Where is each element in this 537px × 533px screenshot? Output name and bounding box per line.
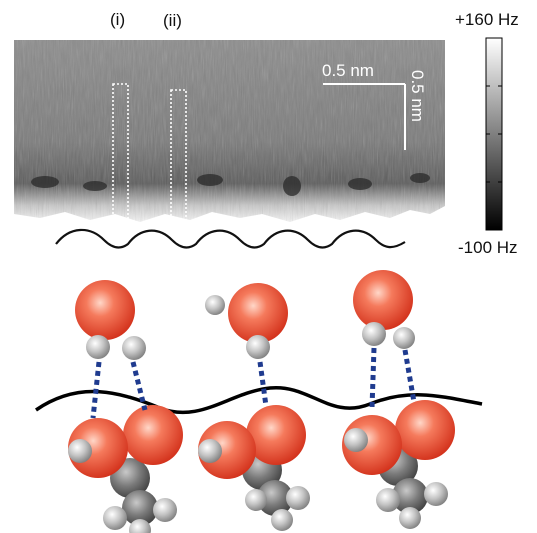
- surface-oxygen-atom: [123, 405, 183, 465]
- scale-bar: 0.5 nm 0.5 nm: [322, 61, 427, 150]
- alkyl-group-left: [103, 458, 177, 533]
- water-molecule-left: [75, 280, 146, 360]
- surface-hydrogen-atom: [68, 439, 92, 463]
- molecular-model: [35, 270, 483, 533]
- surface-oxygen-atom: [198, 421, 256, 479]
- surface-hydrogen-atom: [198, 439, 222, 463]
- label-ii: (ii): [163, 11, 182, 30]
- water-molecule-right: [353, 270, 415, 349]
- label-i: (i): [110, 10, 125, 29]
- colorbar: +160 Hz -100 Hz: [455, 10, 519, 257]
- colorbar-min-label: -100 Hz: [458, 238, 518, 257]
- water-alkyl-interface-line: [35, 386, 483, 415]
- hydrogen-bonds: [90, 347, 417, 419]
- surface-oxygen-atom: [246, 405, 306, 465]
- surface-hydrogen-atom: [344, 428, 368, 452]
- surface-profile-line: [55, 228, 406, 249]
- surface-oxygen-atom: [68, 418, 128, 478]
- surface-oxygen-atom: [395, 400, 455, 460]
- scale-bar-horizontal-label: 0.5 nm: [322, 61, 374, 80]
- afm-image: [14, 40, 445, 222]
- region-ii-box: [170, 89, 187, 231]
- water-molecule-middle: [205, 283, 288, 359]
- region-i-box: [112, 83, 129, 223]
- colorbar-max-label: +160 Hz: [455, 10, 519, 29]
- scale-bar-vertical-label: 0.5 nm: [408, 70, 427, 122]
